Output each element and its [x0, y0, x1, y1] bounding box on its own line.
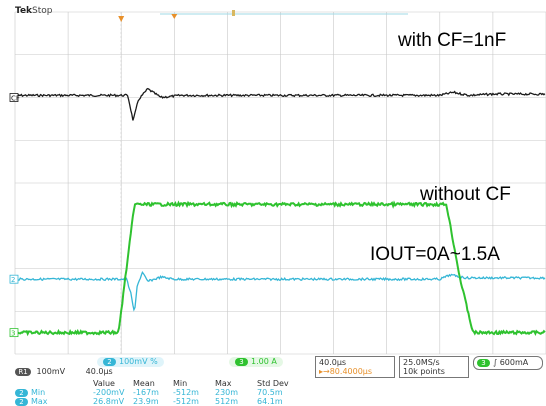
trigger-box[interactable]: 3 ∫ 600mA — [473, 356, 543, 370]
brand-label: Tek — [15, 6, 33, 16]
sampling-box[interactable]: 25.0MS/s 10k points — [399, 356, 469, 378]
ch1-time: 40.0µs — [85, 367, 113, 376]
measure-header: Max — [215, 379, 232, 388]
annotation-ch3: IOUT=0A~1.5A — [370, 244, 500, 265]
measure-type: Min — [31, 388, 46, 397]
measure-value: 230m — [215, 388, 239, 397]
trigger-edge-icon: ∫ — [493, 358, 498, 367]
measure-value: -167m — [133, 388, 159, 397]
record-length: 10k points — [403, 367, 445, 376]
trigger-level: 600mA — [499, 358, 529, 367]
measure-value: 70.5m — [257, 388, 283, 397]
trigger-position-marker — [118, 16, 125, 22]
trigger-channel-chip: 3 — [477, 358, 490, 367]
measure-value: -200mV — [93, 388, 125, 397]
ch2-ground-marker — [9, 274, 19, 284]
acquisition-state: Stop — [32, 6, 53, 16]
annotation-ch2: without CF — [420, 184, 511, 205]
measure-channel-chip: 2 — [15, 397, 28, 406]
ch3-label: 3 — [11, 330, 15, 338]
measure-header: Mean — [133, 379, 155, 388]
measure-value: 23.9m — [133, 397, 159, 406]
trace-iout — [14, 200, 546, 337]
measure-header: Min — [173, 379, 188, 388]
ch2-label: 2 — [11, 276, 15, 284]
measure-value: 64.1m — [257, 397, 283, 406]
cursor-marker — [171, 14, 178, 19]
measure-value: 26.8mV — [93, 397, 125, 406]
annotation-ch1: with CF=1nF — [398, 30, 507, 51]
measure-header: Value — [93, 379, 115, 388]
record-position-marker — [232, 10, 235, 16]
ch3-ground-marker — [9, 328, 19, 338]
measure-type: Max — [31, 397, 48, 406]
ch3-scale: 1.00 A — [251, 357, 277, 366]
ch2-chip: 2 — [103, 357, 116, 366]
measure-header: Std Dev — [257, 379, 289, 388]
measure-value: -512m — [173, 388, 199, 397]
ch1-chip: R1 — [15, 367, 31, 376]
measure-row-label[interactable]: 2 Max — [15, 397, 48, 406]
measure-row-label[interactable]: 2 Min — [15, 388, 45, 397]
ch1-label: CF — [11, 95, 20, 103]
scope-markers: CF 2 3 — [9, 10, 235, 338]
measure-value: -512m — [173, 397, 199, 406]
trace-with-cf — [14, 87, 546, 121]
ch3-chip: 3 — [235, 357, 248, 366]
ch1-volts: 100mV — [36, 367, 66, 376]
timebase-position: 80.4000µs — [329, 367, 373, 376]
ch1-ground-marker — [9, 93, 19, 102]
timebase-marker-icon: ▸→ — [319, 367, 330, 376]
waveform-traces — [14, 87, 546, 337]
ch1-row[interactable]: R1 100mV 40.0µs — [15, 367, 113, 376]
scope-status: TekStop — [15, 6, 53, 16]
ch2-scale-pill[interactable]: 2 100mV % — [97, 357, 164, 367]
timebase-per-div: 40.0µs — [319, 358, 347, 367]
ch3-scale-pill[interactable]: 3 1.00 A — [229, 357, 283, 367]
readout-panel: 2 100mV % 3 1.00 A R1 100mV 40.0µs 40.0µs … — [15, 356, 546, 406]
graticule-grid — [14, 11, 546, 355]
sample-rate: 25.0MS/s — [403, 358, 440, 367]
measure-channel-chip: 2 — [15, 388, 28, 397]
trace-without-cf — [14, 270, 546, 312]
ch2-scale: 100mV % — [119, 357, 158, 366]
measure-value: 512m — [215, 397, 239, 406]
timebase-box[interactable]: 40.0µs ▸→80.4000µs — [315, 356, 395, 378]
